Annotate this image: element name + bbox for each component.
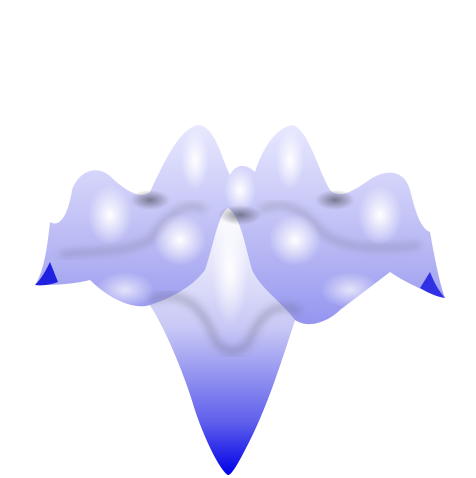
highlight	[358, 185, 402, 245]
front-valley	[150, 208, 295, 475]
highlight	[95, 272, 155, 308]
highlight	[212, 215, 248, 325]
highlight	[88, 185, 132, 245]
shade	[315, 190, 355, 210]
highlight	[320, 272, 380, 308]
highlight	[154, 214, 206, 266]
ridge-shadow	[149, 293, 302, 355]
shade	[130, 190, 170, 210]
ridge-shadow	[59, 202, 421, 258]
shade	[218, 205, 262, 225]
surface	[35, 125, 445, 475]
highlight	[181, 130, 209, 190]
left-wing	[35, 262, 58, 286]
highlight	[224, 168, 256, 212]
right-wing	[420, 272, 445, 298]
highlight	[269, 214, 321, 266]
highlight	[276, 130, 304, 190]
